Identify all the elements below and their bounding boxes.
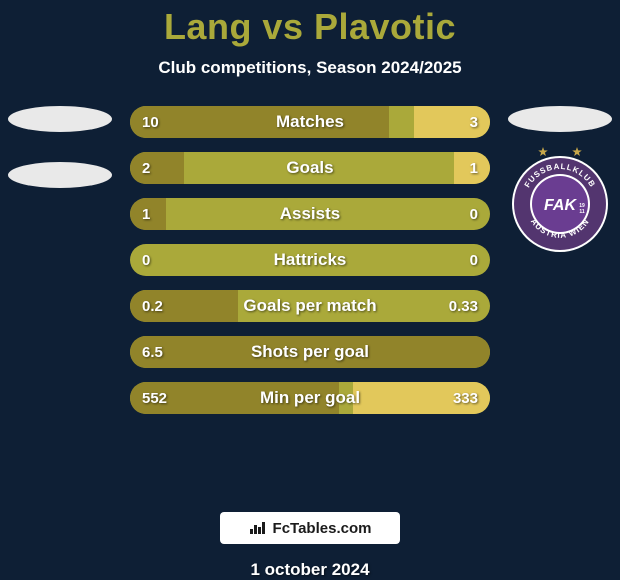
right-side: FUSSBALLKLUB AUSTRIA WIEN FAK 19 11 xyxy=(500,106,620,254)
club-badge: FUSSBALLKLUB AUSTRIA WIEN FAK 19 11 xyxy=(505,144,615,254)
stat-row: 0.20.33Goals per match xyxy=(130,290,490,322)
stat-left-value: 0 xyxy=(142,244,150,276)
svg-text:FAK: FAK xyxy=(544,197,577,214)
brand-text: FcTables.com xyxy=(273,520,372,537)
stat-row: 21Goals xyxy=(130,152,490,184)
club-badge-svg: FUSSBALLKLUB AUSTRIA WIEN FAK 19 11 xyxy=(505,144,615,254)
stat-left-segment xyxy=(130,106,389,138)
subtitle: Club competitions, Season 2024/2025 xyxy=(158,58,461,78)
stat-row: 552333Min per goal xyxy=(130,382,490,414)
stat-right-value: 0.33 xyxy=(449,290,478,322)
stat-right-segment xyxy=(454,152,490,184)
brand-logo: FcTables.com xyxy=(220,512,400,544)
stat-label: Hattricks xyxy=(130,244,490,276)
stat-left-segment xyxy=(130,290,238,322)
stat-label: Assists xyxy=(130,198,490,230)
left-player-ellipse-2 xyxy=(8,162,112,188)
stat-left-segment xyxy=(130,382,339,414)
middle-region: 103Matches21Goals10Assists00Hattricks0.2… xyxy=(0,106,620,498)
stat-row: 0 0Hattricks xyxy=(130,244,490,276)
stat-row: 6.5Shots per goal xyxy=(130,336,490,368)
stat-left-segment xyxy=(130,198,166,230)
stat-right-segment xyxy=(353,382,490,414)
left-side xyxy=(0,106,120,188)
page-title: Lang vs Plavotic xyxy=(164,6,456,48)
stat-label: Goals xyxy=(130,152,490,184)
footer-date: 1 october 2024 xyxy=(250,560,369,580)
right-player-ellipse xyxy=(508,106,612,132)
bar-chart-icon xyxy=(249,521,267,535)
stat-right-segment xyxy=(414,106,490,138)
stat-left-segment xyxy=(130,336,490,368)
stat-row: 103Matches xyxy=(130,106,490,138)
comparison-bars: 103Matches21Goals10Assists00Hattricks0.2… xyxy=(130,106,490,414)
stat-row: 10Assists xyxy=(130,198,490,230)
stat-left-segment xyxy=(130,152,184,184)
left-player-ellipse-1 xyxy=(8,106,112,132)
stat-right-value: 0 xyxy=(470,198,478,230)
stat-right-value: 0 xyxy=(470,244,478,276)
svg-text:11: 11 xyxy=(579,209,585,215)
content-root: Lang vs Plavotic Club competitions, Seas… xyxy=(0,0,620,580)
